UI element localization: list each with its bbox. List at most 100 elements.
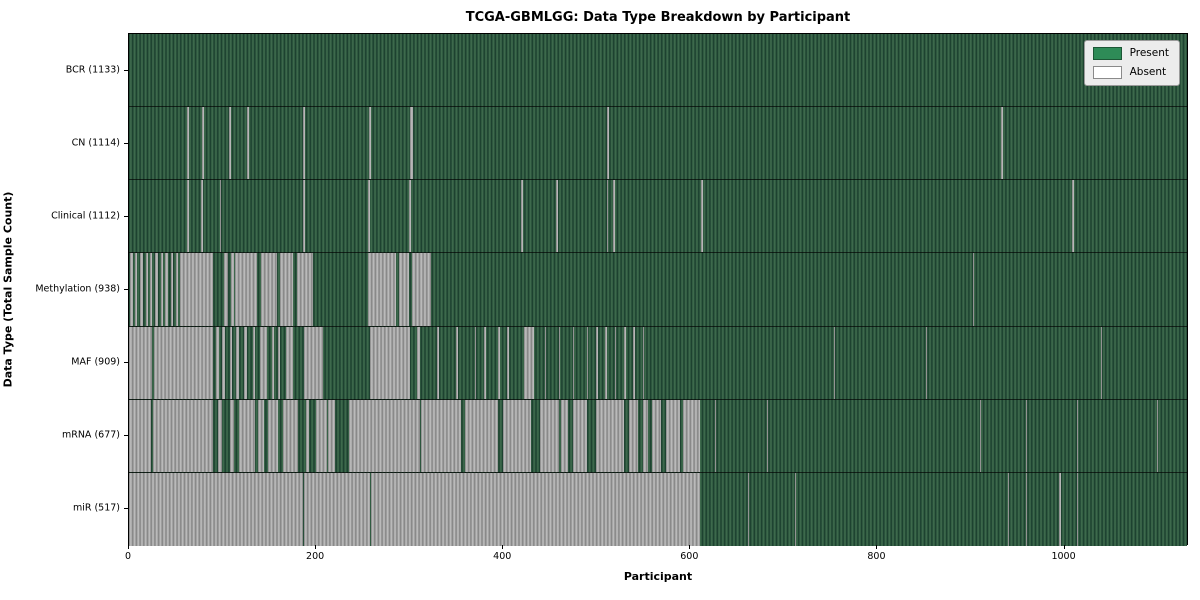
absent-segment xyxy=(278,326,281,399)
absent-segment xyxy=(411,253,431,326)
absent-segment xyxy=(642,326,645,399)
xtick-mark xyxy=(128,545,129,549)
row-cn xyxy=(129,107,1187,181)
absent-segment xyxy=(235,253,257,326)
absent-segment xyxy=(502,399,531,472)
absent-segment xyxy=(155,253,158,326)
absent-segment xyxy=(973,253,975,326)
absent-segment xyxy=(229,399,234,472)
absent-segment xyxy=(285,326,294,399)
absent-segment xyxy=(243,326,247,399)
absent-segment xyxy=(794,472,796,546)
x-axis-label: Participant xyxy=(623,570,693,583)
absent-segment xyxy=(455,326,458,399)
absent-segment xyxy=(766,399,768,472)
absent-segment xyxy=(259,326,268,399)
absent-segment xyxy=(623,326,626,399)
absent-segment xyxy=(217,399,223,472)
absent-segment xyxy=(437,326,439,399)
absent-segment xyxy=(607,107,609,180)
absent-segment xyxy=(165,253,169,326)
absent-segment xyxy=(129,399,152,472)
absent-segment xyxy=(280,253,294,326)
absent-segment xyxy=(283,399,298,472)
absent-segment xyxy=(1076,399,1078,472)
ytick-label-maf: MAF (909) xyxy=(71,356,120,368)
ytick-mark xyxy=(124,69,128,71)
ytick-label-cn: CN (1114) xyxy=(71,137,120,149)
absent-segment xyxy=(507,326,510,399)
absent-segment xyxy=(1157,399,1159,472)
absent-segment xyxy=(153,399,214,472)
absent-segment xyxy=(483,326,486,399)
xtick-label-0: 0 xyxy=(124,551,132,562)
row-maf xyxy=(129,326,1187,400)
absent-segment xyxy=(257,399,265,472)
ytick-mark xyxy=(124,508,128,510)
ytick-mark xyxy=(124,215,128,217)
chart-title: TCGA-GBMLGG: Data Type Breakdown by Part… xyxy=(465,10,851,25)
row-clinical xyxy=(129,180,1187,254)
absent-segment xyxy=(222,326,226,399)
absent-segment xyxy=(410,107,413,180)
ytick-mark xyxy=(124,289,128,290)
absent-segment xyxy=(558,326,561,399)
absent-segment xyxy=(474,326,477,399)
absent-segment xyxy=(642,399,649,472)
absent-segment xyxy=(302,107,305,180)
ytick-label-bcr: BCR (1133) xyxy=(65,64,120,76)
absent-segment xyxy=(140,253,143,326)
absent-segment xyxy=(175,253,179,326)
absent-segment xyxy=(160,253,163,326)
absent-segment xyxy=(834,326,835,399)
absent-segment xyxy=(1076,472,1078,546)
present-swatch-icon xyxy=(1092,47,1122,60)
xtick-mark xyxy=(1063,545,1065,549)
absent-segment xyxy=(297,253,313,326)
absent-segment xyxy=(246,107,249,180)
absent-segment xyxy=(129,326,153,399)
absent-segment xyxy=(1059,472,1061,546)
absent-segment xyxy=(229,326,232,399)
absent-segment xyxy=(315,399,327,472)
absent-segment xyxy=(607,180,609,253)
absent-segment xyxy=(523,326,535,399)
ytick-mark xyxy=(124,362,128,364)
absent-segment xyxy=(369,326,411,399)
absent-segment xyxy=(614,326,617,399)
xtick-mark xyxy=(502,545,504,549)
xtick-label-1000: 1000 xyxy=(1051,551,1076,562)
absent-segment xyxy=(303,472,370,546)
absent-segment xyxy=(224,253,228,326)
absent-segment xyxy=(572,326,575,399)
ytick-label-clinical: Clinical (1112) xyxy=(51,210,120,222)
absent-segment xyxy=(327,399,336,472)
ytick-mark xyxy=(124,142,128,144)
rows-container xyxy=(129,34,1187,546)
absent-segment xyxy=(149,253,153,326)
absent-segment xyxy=(1026,472,1028,546)
absent-segment xyxy=(349,399,421,472)
absent-segment xyxy=(260,253,277,326)
absent-segment xyxy=(200,180,203,253)
absent-segment xyxy=(633,326,636,399)
absent-segment xyxy=(682,399,701,472)
absent-segment xyxy=(926,326,928,399)
absent-segment xyxy=(665,399,680,472)
absent-segment xyxy=(370,472,701,546)
absent-segment xyxy=(539,399,559,472)
absent-segment xyxy=(134,253,138,326)
ytick-label-mrna: mRNA (677) xyxy=(61,429,120,441)
absent-segment xyxy=(628,399,638,472)
absent-segment xyxy=(145,253,148,326)
xtick-label-600: 600 xyxy=(680,551,699,562)
absent-segment xyxy=(605,326,608,399)
absent-segment xyxy=(421,399,462,472)
absent-segment xyxy=(368,180,370,253)
absent-segment xyxy=(651,399,662,472)
absent-segment xyxy=(171,253,173,326)
absent-segment xyxy=(409,180,411,253)
xtick-mark xyxy=(689,545,691,549)
absent-segment xyxy=(186,180,189,253)
absent-segment xyxy=(186,107,189,180)
